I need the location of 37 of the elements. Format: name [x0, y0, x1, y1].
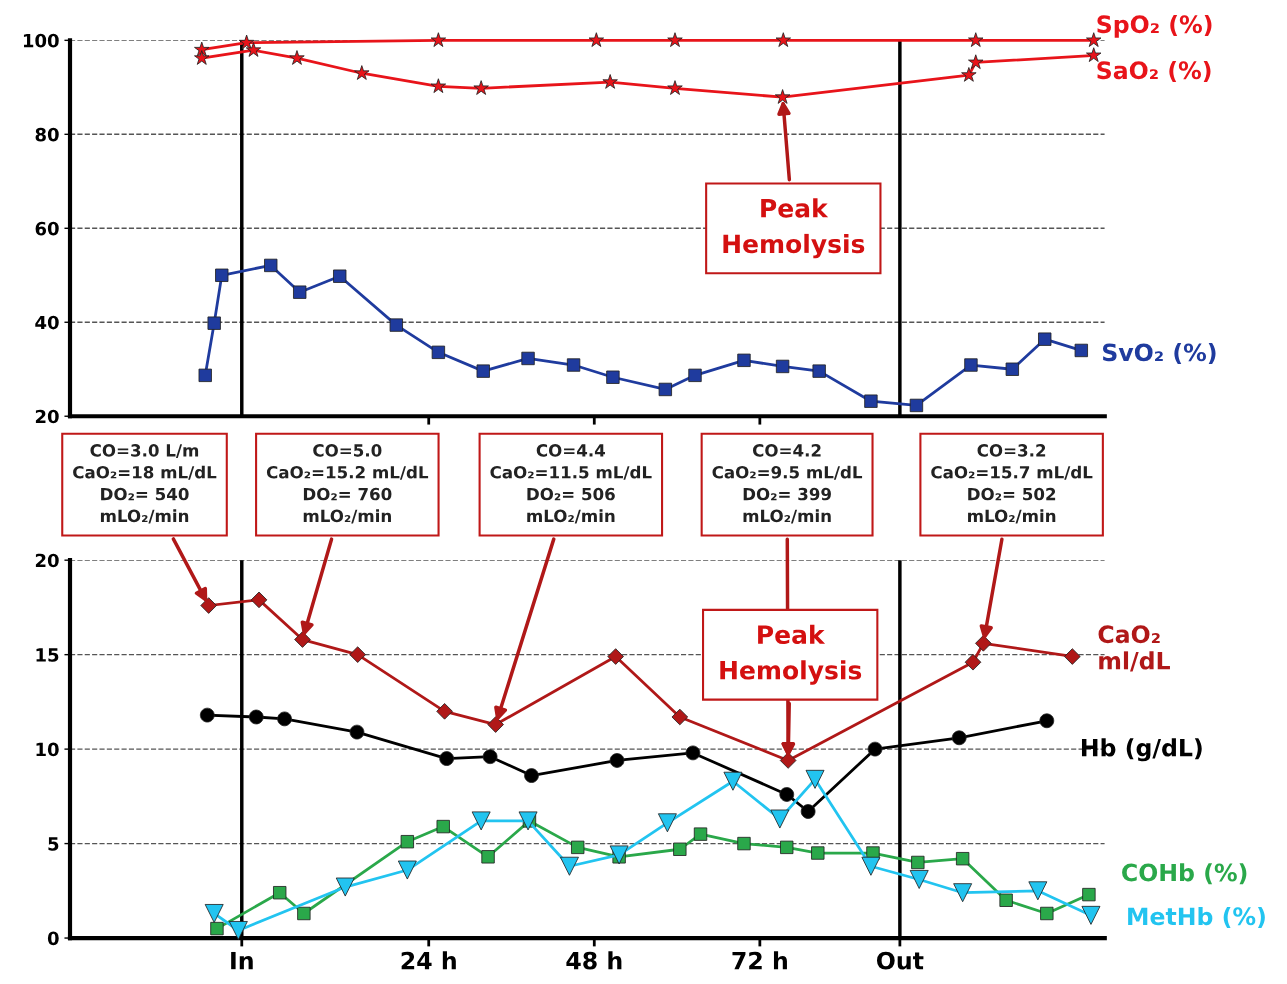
x-tick-label: Out	[876, 951, 924, 970]
annotation: Peak Hemolysis	[723, 198, 865, 259]
x-tick-label: In	[231, 951, 253, 970]
y-tick-label: 15	[36, 648, 59, 662]
y-tick-label: 60	[35, 221, 59, 236]
annotation: CO=5.0 CaO₂=15.2 mL/dL DO₂= 760 mLO₂/min	[266, 444, 429, 524]
annotation: CO=4.4 CaO₂=11.5 mL/dL DO₂= 506 mLO₂/min	[490, 444, 652, 524]
series-label: SvO₂ (%)	[1103, 343, 1216, 365]
x-tick-label: 24 h	[401, 951, 456, 970]
y-tick-label: 5	[48, 837, 59, 851]
y-tick-label: 100	[23, 33, 59, 48]
annotation: Peak Hemolysis	[720, 624, 862, 685]
y-tick-label: 0	[47, 931, 59, 946]
point	[658, 382, 673, 397]
y-tick-label: 80	[35, 127, 59, 142]
annotation: CO=3.0 L/m CaO₂=18 mL/dL DO₂= 540 mLO₂/min	[73, 444, 217, 524]
point	[400, 835, 415, 849]
point	[228, 921, 248, 940]
y-tick-label: 20	[35, 553, 59, 568]
point	[775, 359, 790, 374]
point	[780, 840, 794, 855]
x-tick-label: 72 h	[732, 951, 787, 970]
series-label: Hb (g/dL)	[1081, 738, 1202, 762]
series-label: CaO₂ ml/dL	[1098, 625, 1170, 672]
point	[273, 886, 287, 900]
x-tick-label: 48 h	[566, 951, 622, 970]
y-tick-label: 10	[36, 742, 59, 757]
y-tick-label: 20	[35, 409, 59, 424]
annotation: CO=3.2 CaO₂=15.7 mL/dL DO₂= 502 mLO₂/min	[931, 444, 1093, 524]
point	[431, 345, 446, 359]
series-label: SaO₂ (%)	[1097, 60, 1211, 83]
series-label: SpO₂ (%)	[1097, 14, 1212, 38]
point	[335, 877, 355, 897]
series-label: COHb (%)	[1122, 863, 1247, 885]
annotation: CO=4.2 CaO₂=9.5 mL/dL DO₂= 399 mLO₂/min	[712, 444, 863, 524]
y-tick-label: 40	[35, 315, 59, 330]
series-label: MetHb (%)	[1128, 906, 1265, 928]
